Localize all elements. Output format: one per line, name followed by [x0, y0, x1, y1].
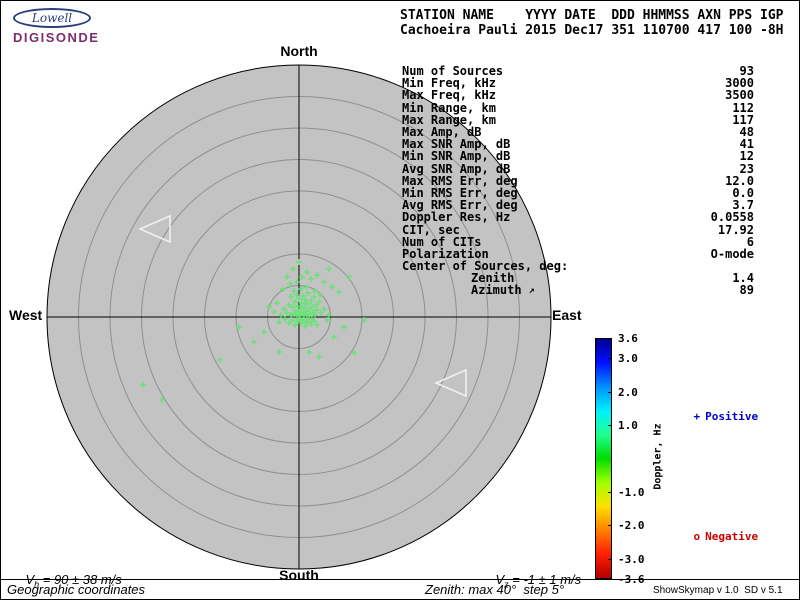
colorbar-axis-label: Doppler, Hz: [653, 397, 664, 517]
showskymap-window: Lowell DIGISONDE STATION NAME YYYY DATE …: [0, 0, 800, 600]
colorbar-tick-1.0: 1.0: [618, 419, 638, 432]
legend-positive: + Positive: [667, 397, 758, 436]
legend-positive-label: Positive: [705, 410, 758, 423]
stat-row-center-of-sources-deg: Center of Sources, deg:: [402, 260, 754, 272]
colorbar-tick-3.6: 3.6: [618, 332, 638, 345]
colorbar-tick-mark: [608, 492, 612, 493]
west-label: West: [9, 307, 42, 323]
colorbar-tick-mark: [608, 525, 612, 526]
colorbar-tick-mark: [608, 338, 612, 339]
colorbar-tick-mark: [608, 425, 612, 426]
south-label: South: [274, 567, 324, 583]
colorbar-tick-mark: [608, 392, 612, 393]
north-label: North: [274, 43, 324, 59]
azimuth-arrow-icon: ↗: [529, 285, 535, 296]
software-version: ShowSkymap v 1.0 SD v 5.1: [653, 585, 783, 596]
colorbar-tick-mark: [608, 559, 612, 560]
legend-negative: o Negative: [667, 517, 758, 556]
zenith-range-note: Zenith: max 40° step 5°: [425, 582, 564, 597]
stat-row-azimuth: Azimuth ↗ 89: [402, 284, 754, 296]
coordinates-mode-label: Geographic coordinates: [7, 582, 145, 597]
colorbar-tick--3.0: -3.0: [618, 553, 645, 566]
footer-divider: [1, 579, 799, 580]
stats-panel: Num of Sources93Min Freq, kHz3000Max Fre…: [402, 65, 754, 297]
colorbar-tick--2.0: -2.0: [618, 519, 645, 532]
colorbar-tick-3.0: 3.0: [618, 352, 638, 365]
legend-negative-label: Negative: [705, 530, 758, 543]
stat-value: 89: [740, 283, 754, 297]
colorbar-tick-2.0: 2.0: [618, 386, 638, 399]
plus-marker-icon: +: [694, 410, 701, 423]
colorbar-tick--1.0: -1.0: [618, 486, 645, 499]
doppler-colorbar: [595, 338, 612, 579]
colorbar-tick-mark: [608, 358, 612, 359]
east-label: East: [552, 307, 582, 323]
stat-value: O-mode: [711, 247, 754, 261]
stat-row-zenith: Zenith1.4: [402, 272, 754, 284]
circle-marker-icon: o: [694, 530, 701, 543]
stat-label: Azimuth: [471, 283, 522, 297]
